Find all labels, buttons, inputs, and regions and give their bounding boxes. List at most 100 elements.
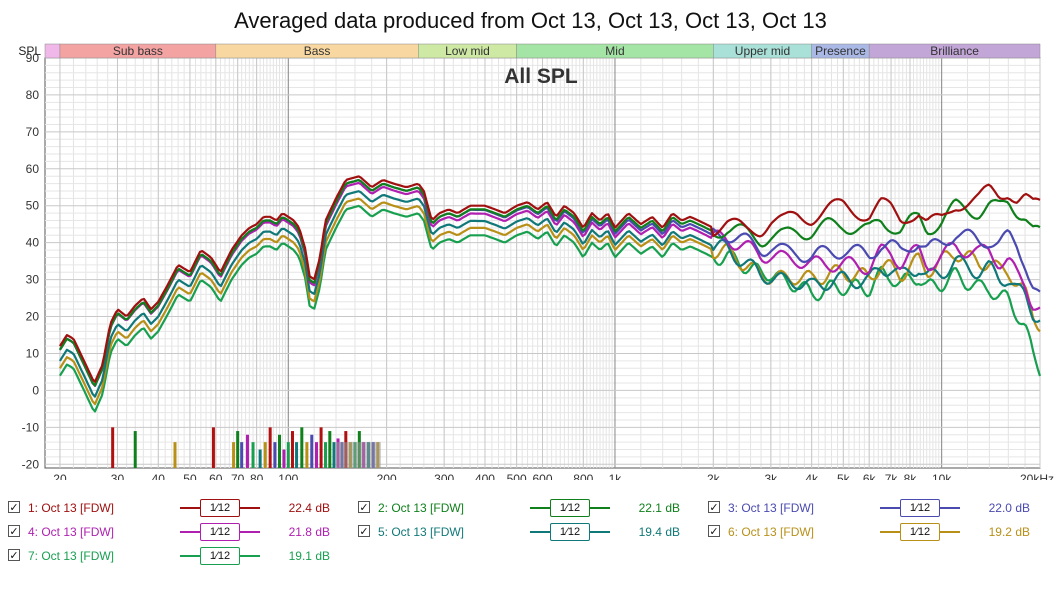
y-tick-label: 70: [26, 125, 40, 139]
y-tick-label: 80: [26, 88, 40, 102]
smoothing-selector[interactable]: 1⁄12: [180, 499, 260, 517]
legend-item-5: ✓ 5: Oct 13 [FDW] 1⁄12 19.4 dB: [358, 523, 698, 541]
resonance-marker: [236, 431, 240, 468]
legend-label: 5: Oct 13 [FDW]: [378, 525, 465, 539]
x-tick-label: 2k: [707, 472, 721, 480]
legend-checkbox[interactable]: ✓: [8, 525, 20, 538]
smoothing-selector[interactable]: 1⁄12: [880, 499, 960, 517]
band-label: Brilliance: [930, 44, 979, 58]
x-tick-label: 400: [475, 472, 495, 480]
x-tick-label: 7k: [885, 472, 899, 480]
legend-checkbox[interactable]: ✓: [8, 501, 20, 514]
smoothing-selector[interactable]: 1⁄12: [530, 499, 610, 517]
x-tick-label: 6k: [863, 472, 877, 480]
x-tick-label: 800: [573, 472, 593, 480]
x-tick-label: 4k: [805, 472, 819, 480]
resonance-marker: [282, 449, 286, 468]
band-edge: [44, 43, 61, 59]
resonance-marker: [278, 434, 282, 468]
legend-checkbox[interactable]: ✓: [358, 525, 370, 538]
resonance-cluster: [336, 442, 381, 468]
smoothing-selector[interactable]: 1⁄12: [530, 523, 610, 541]
x-tick-label: 8k: [904, 472, 918, 480]
legend-item-1: ✓ 1: Oct 13 [FDW] 1⁄12 22.4 dB: [8, 499, 348, 517]
resonance-marker: [295, 442, 299, 468]
legend-label: 2: Oct 13 [FDW]: [378, 501, 465, 515]
smoothing-label: 1⁄12: [200, 499, 240, 517]
resonance-marker: [286, 442, 290, 468]
x-tick-label: 60: [209, 472, 223, 480]
legend-checkbox[interactable]: ✓: [358, 501, 370, 514]
resonance-marker: [245, 434, 249, 468]
x-tick-label: 500: [507, 472, 527, 480]
x-tick-label: 5k: [837, 472, 851, 480]
resonance-marker: [328, 431, 332, 468]
band-label: Bass: [304, 44, 331, 58]
legend-item-4: ✓ 4: Oct 13 [FDW] 1⁄12 21.8 dB: [8, 523, 348, 541]
y-tick-label: 30: [26, 273, 40, 287]
x-tick-label: 300: [434, 472, 454, 480]
spl-chart[interactable]: Sub bass Bass Low mid Mid Upper mid Presence B…: [0, 0, 1061, 480]
resonance-marker: [173, 442, 177, 468]
y-tick-label: 40: [26, 236, 40, 250]
page-title: Averaged data produced from Oct 13, Oct …: [234, 8, 827, 33]
y-tick-label: 0: [32, 383, 39, 397]
smoothing-label: 1⁄12: [900, 523, 940, 541]
resonance-marker: [258, 449, 262, 468]
legend-checkbox[interactable]: ✓: [708, 501, 720, 514]
y-axis-label: SPL: [18, 44, 41, 58]
series-line-5: [58, 190, 1041, 398]
legend-label: 1: Oct 13 [FDW]: [28, 501, 115, 515]
resonance-marker: [111, 427, 115, 468]
y-tick-label: 10: [26, 346, 40, 360]
smoothing-label: 1⁄12: [200, 523, 240, 541]
legend-checkbox[interactable]: ✓: [8, 549, 20, 562]
resonance-marker: [232, 442, 236, 468]
x-tick-label: 20kHz: [1020, 472, 1054, 480]
smoothing-label: 1⁄12: [550, 499, 590, 517]
band-label: Presence: [815, 44, 866, 58]
legend-value: 19.4 dB: [638, 525, 680, 539]
resonance-marker: [332, 442, 336, 468]
band-brilliance: [868, 43, 1041, 59]
legend-item-2: ✓ 2: Oct 13 [FDW] 1⁄12 22.1 dB: [358, 499, 698, 517]
chart-title: All SPL: [504, 65, 578, 88]
resonance-marker: [273, 442, 277, 468]
legend-checkbox[interactable]: ✓: [708, 525, 720, 538]
y-tick-label: -10: [22, 420, 40, 434]
resonance-marker: [211, 427, 215, 468]
legend-label: 7: Oct 13 [FDW]: [28, 549, 115, 563]
legend-label: 3: Oct 13 [FDW]: [728, 501, 815, 515]
legend-value: 19.1 dB: [288, 549, 330, 563]
y-tick-label: 60: [26, 162, 40, 176]
resonance-marker: [290, 431, 294, 468]
y-tick-label: 90: [26, 51, 40, 65]
x-tick-label: 40: [152, 472, 166, 480]
y-tick-label: 50: [26, 199, 40, 213]
band-label: Upper mid: [735, 44, 790, 58]
x-tick-label: 70: [231, 472, 245, 480]
smoothing-selector[interactable]: 1⁄12: [180, 547, 260, 565]
legend-label: 4: Oct 13 [FDW]: [28, 525, 115, 539]
x-tick-label: 20: [53, 472, 67, 480]
legend-value: 22.1 dB: [638, 501, 680, 515]
smoothing-selector[interactable]: 1⁄12: [180, 523, 260, 541]
legend-value: 22.0 dB: [988, 501, 1030, 515]
resonance-marker: [310, 434, 314, 468]
resonance-marker: [305, 442, 309, 468]
resonance-marker: [263, 442, 267, 468]
smoothing-selector[interactable]: 1⁄12: [880, 523, 960, 541]
x-tick-label: 10k: [932, 472, 952, 480]
x-tick-label: 200: [377, 472, 397, 480]
resonance-marker: [268, 427, 272, 468]
x-tick-label: 100: [278, 472, 298, 480]
resonance-marker: [251, 442, 255, 468]
x-tick-label: 3k: [764, 472, 778, 480]
band-label: Mid: [605, 44, 624, 58]
x-tick-label: 50: [183, 472, 197, 480]
legend-value: 21.8 dB: [288, 525, 330, 539]
y-tick-label: 20: [26, 310, 40, 324]
resonance-marker: [300, 427, 304, 468]
legend-value: 19.2 dB: [988, 525, 1030, 539]
series-line-7: [58, 204, 1042, 413]
